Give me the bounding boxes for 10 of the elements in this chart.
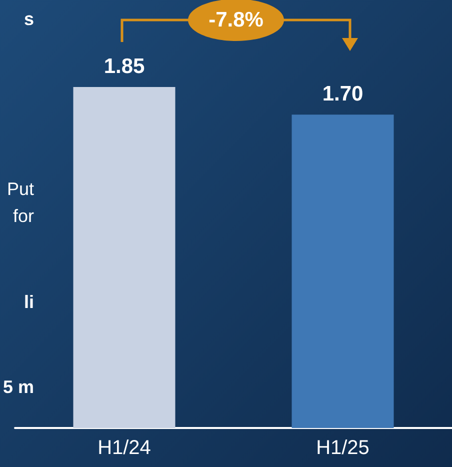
annotation: li xyxy=(24,292,34,312)
annotation: Put xyxy=(6,179,34,199)
annotation: 5 m xyxy=(2,377,34,397)
text: s xyxy=(24,9,34,29)
data-label: 1.85 xyxy=(104,55,146,78)
data-label: 1.70 xyxy=(322,82,364,106)
text: -7.8% xyxy=(208,8,264,32)
annotation: for xyxy=(12,206,34,226)
x-tick-label: H1/25 xyxy=(316,437,370,459)
x-tick-label: H1/24 xyxy=(98,437,151,459)
